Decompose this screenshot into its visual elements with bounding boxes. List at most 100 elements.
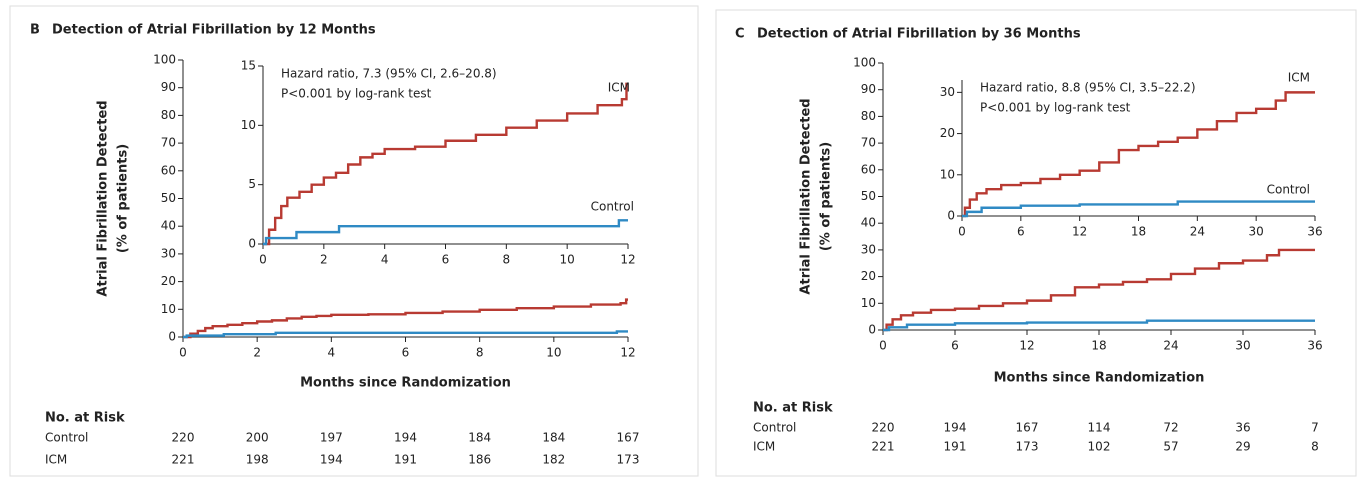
series-label: Control <box>591 200 634 214</box>
risk-value: 198 <box>246 453 269 467</box>
risk-value: 182 <box>542 453 565 467</box>
risk-value: 191 <box>944 440 967 454</box>
y-tick-label: 80 <box>161 108 176 122</box>
risk-value: 7 <box>1311 421 1319 435</box>
series-label: ICM <box>608 81 630 95</box>
series-label: Control <box>1267 183 1310 197</box>
risk-value: 173 <box>1016 440 1039 454</box>
y-tick-label: 0 <box>168 330 176 344</box>
annotation: P<0.001 by log-rank test <box>980 101 1131 115</box>
risk-table-title: No. at Risk <box>753 401 833 416</box>
x-tick-label: 12 <box>620 253 635 267</box>
risk-value: 29 <box>1235 440 1250 454</box>
panel-title: Detection of Atrial Fibrillation by 36 M… <box>757 27 1081 42</box>
panel-letter: C <box>735 27 745 42</box>
y-tick-label: 70 <box>861 136 876 150</box>
risk-row-name: ICM <box>45 453 67 467</box>
x-tick-label: 0 <box>259 253 267 267</box>
risk-value: 191 <box>394 453 417 467</box>
y-tick-label: 15 <box>241 59 256 73</box>
risk-value: 184 <box>542 431 565 445</box>
y-tick-label: 100 <box>153 53 176 67</box>
y-tick-label: 30 <box>940 85 955 99</box>
y-axis-label: (% of patients) <box>116 144 131 253</box>
y-tick-label: 30 <box>161 246 176 260</box>
y-tick-label: 0 <box>868 323 876 337</box>
y-axis-label: (% of patients) <box>819 142 834 251</box>
risk-value: 194 <box>944 421 967 435</box>
panel-title: Detection of Atrial Fibrillation by 12 M… <box>52 23 376 38</box>
x-tick-label: 36 <box>1307 339 1322 353</box>
risk-value: 194 <box>394 431 417 445</box>
y-tick-label: 60 <box>861 162 876 176</box>
x-tick-label: 2 <box>253 346 261 360</box>
x-tick-label: 12 <box>1019 339 1034 353</box>
x-tick-label: 0 <box>879 339 887 353</box>
risk-value: 173 <box>617 453 640 467</box>
y-tick-label: 20 <box>940 126 955 140</box>
x-tick-label: 18 <box>1131 225 1146 239</box>
risk-value: 186 <box>468 453 491 467</box>
x-tick-label: 0 <box>958 225 966 239</box>
y-tick-label: 100 <box>853 56 876 70</box>
x-tick-label: 6 <box>1017 225 1025 239</box>
y-tick-label: 20 <box>861 269 876 283</box>
figure: B Detection of Atrial Fibrillation by 12 … <box>0 0 1360 478</box>
risk-row-name: Control <box>753 421 796 435</box>
risk-row-name: ICM <box>753 440 775 454</box>
x-tick-label: 12 <box>620 346 635 360</box>
series-label: ICM <box>1288 71 1310 85</box>
x-tick-label: 4 <box>381 253 389 267</box>
y-tick-label: 40 <box>161 219 176 233</box>
y-tick-label: 40 <box>861 216 876 230</box>
y-tick-label: 20 <box>161 274 176 288</box>
x-tick-label: 10 <box>560 253 575 267</box>
risk-table-title: No. at Risk <box>45 411 125 426</box>
x-tick-label: 2 <box>320 253 328 267</box>
x-tick-label: 18 <box>1091 339 1106 353</box>
x-tick-label: 24 <box>1190 225 1205 239</box>
x-tick-label: 6 <box>951 339 959 353</box>
risk-value: 72 <box>1163 421 1178 435</box>
x-tick-label: 6 <box>402 346 410 360</box>
y-tick-label: 0 <box>947 209 955 223</box>
x-axis-label: Months since Randomization <box>994 371 1205 386</box>
x-tick-label: 10 <box>546 346 561 360</box>
x-tick-label: 8 <box>503 253 511 267</box>
x-tick-label: 30 <box>1235 339 1250 353</box>
x-axis-label: Months since Randomization <box>300 376 511 391</box>
y-tick-label: 90 <box>861 82 876 96</box>
panel-letter: B <box>30 23 40 38</box>
risk-value: 221 <box>872 440 895 454</box>
y-tick-label: 10 <box>161 302 176 316</box>
y-tick-label: 80 <box>861 109 876 123</box>
risk-value: 167 <box>1016 421 1039 435</box>
risk-value: 57 <box>1163 440 1178 454</box>
y-tick-label: 0 <box>248 237 256 251</box>
risk-value: 8 <box>1311 440 1319 454</box>
risk-value: 221 <box>172 453 195 467</box>
x-tick-label: 6 <box>442 253 450 267</box>
y-tick-label: 50 <box>161 191 176 205</box>
annotation: Hazard ratio, 8.8 (95% CI, 3.5–22.2) <box>980 81 1196 95</box>
y-tick-label: 70 <box>161 136 176 150</box>
risk-row-name: Control <box>45 431 88 445</box>
risk-value: 220 <box>872 421 895 435</box>
y-axis-label: Atrial Fibrillation Detected <box>799 98 814 294</box>
y-tick-label: 50 <box>861 189 876 203</box>
y-axis-label: Atrial Fibrillation Detected <box>96 100 111 296</box>
x-tick-label: 4 <box>328 346 336 360</box>
annotation: Hazard ratio, 7.3 (95% CI, 2.6–20.8) <box>281 67 497 81</box>
y-tick-label: 90 <box>161 80 176 94</box>
y-tick-label: 60 <box>161 163 176 177</box>
x-tick-label: 12 <box>1072 225 1087 239</box>
risk-value: 220 <box>172 431 195 445</box>
risk-value: 36 <box>1235 421 1250 435</box>
x-tick-label: 36 <box>1307 225 1322 239</box>
risk-value: 167 <box>617 431 640 445</box>
y-tick-label: 10 <box>861 296 876 310</box>
y-tick-label: 30 <box>861 242 876 256</box>
annotation: P<0.001 by log-rank test <box>281 87 432 101</box>
risk-value: 184 <box>468 431 491 445</box>
risk-value: 200 <box>246 431 269 445</box>
